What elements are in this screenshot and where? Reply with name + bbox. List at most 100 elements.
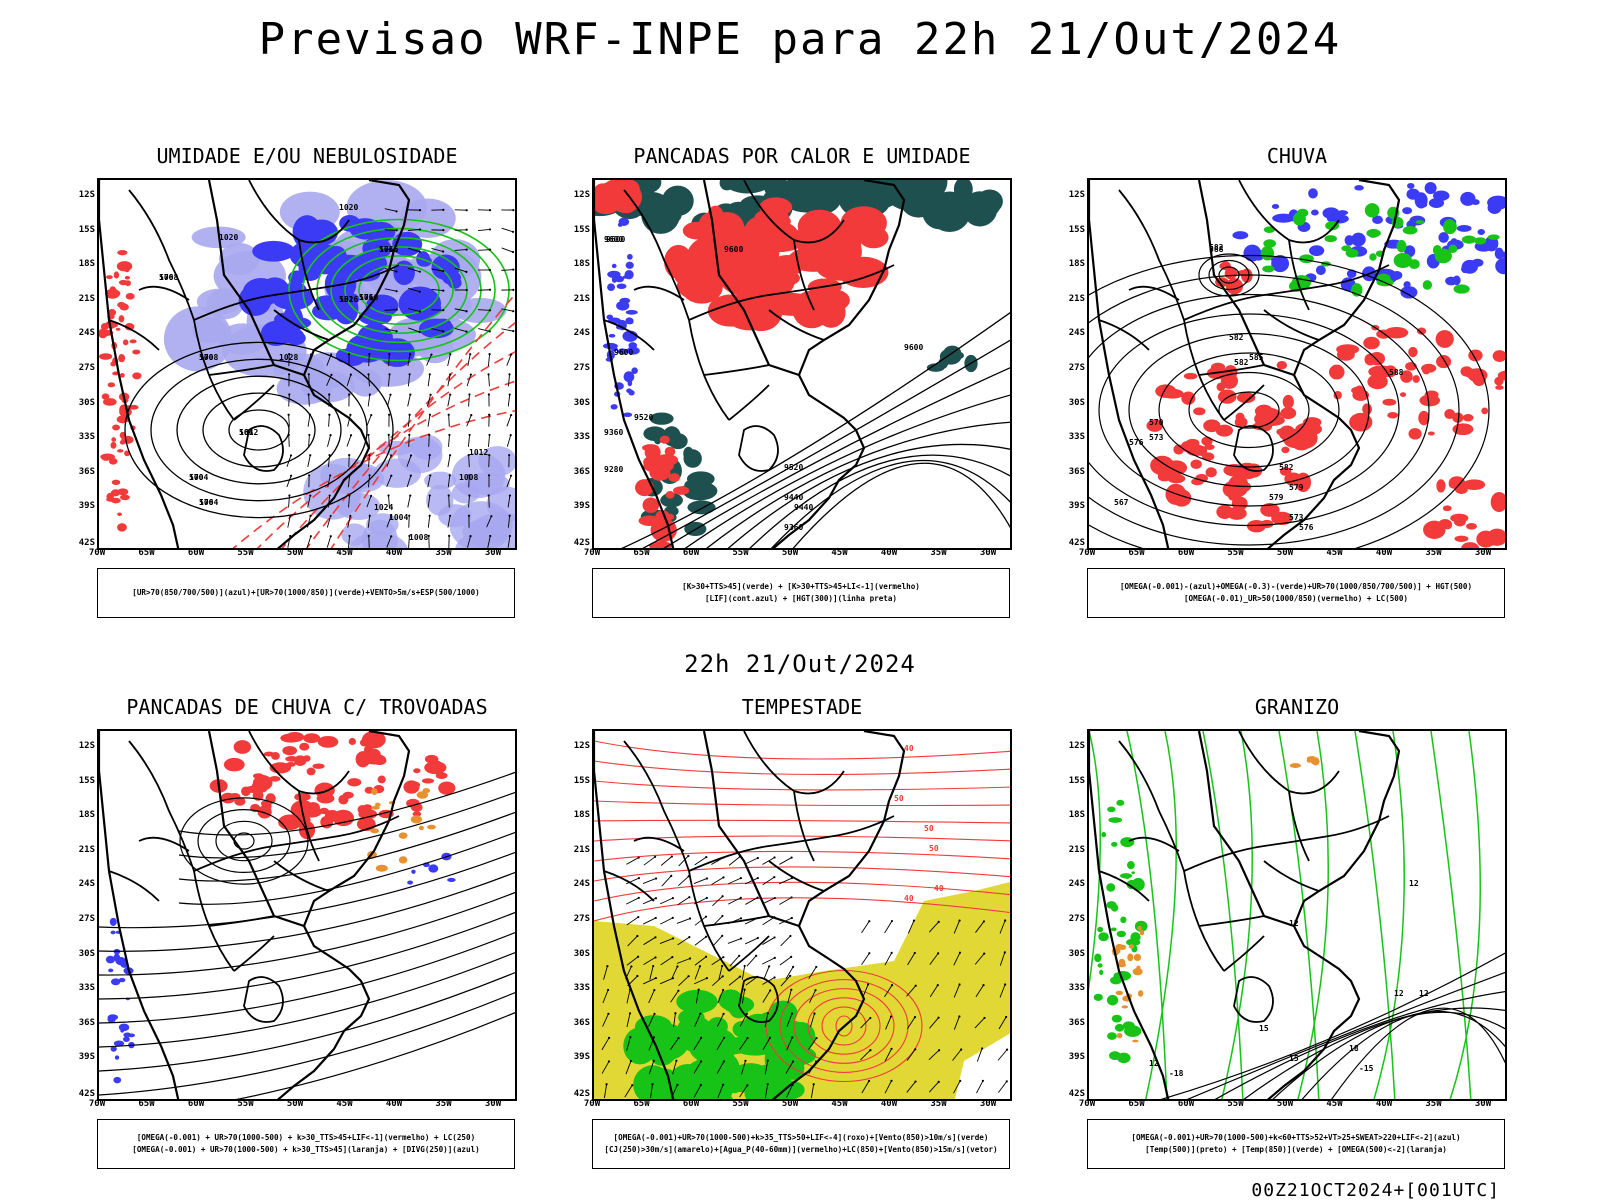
legend-text: [OMEGA(-0.001)+UR>70(1000-500)+k>35_TTS>… (614, 1132, 989, 1144)
thunderstorm-red-area (438, 781, 455, 794)
wind-vector-head (390, 475, 392, 477)
contour-label: 9520 (634, 413, 653, 422)
thickness-red-contour (125, 276, 130, 280)
latitude-tick-label: 27S (1057, 363, 1085, 373)
thunderstorm-red-area (256, 775, 266, 781)
wind-vector-head (419, 271, 421, 273)
water-red-contour (594, 851, 1010, 861)
contour-label: -15 (1359, 1064, 1374, 1073)
wind-vector-head (442, 229, 444, 231)
wind-vector-head (744, 965, 746, 967)
contour-label: 570 (1149, 418, 1164, 427)
wind-vector-head (368, 353, 370, 355)
latitude-tick-label: 12S (67, 741, 95, 751)
wind-vector-head (395, 210, 397, 212)
thunderstorm-red-area (347, 778, 361, 786)
longitude-tick-label: 50W (278, 548, 312, 558)
instability-teal-area (668, 433, 687, 449)
latitude-tick-label: 39S (1057, 501, 1085, 511)
contour-label: 570 (189, 473, 204, 482)
wind-vector-head (774, 957, 776, 959)
wind-vector-head (349, 414, 351, 416)
panel-title-granizo: GRANIZO (1087, 695, 1507, 719)
thunderstorm-red-area (408, 781, 420, 788)
wind-vector-head (288, 414, 290, 416)
latitude-tick-label: 15S (67, 225, 95, 235)
instability-red-area (725, 226, 760, 242)
wind-vector-head (370, 495, 372, 497)
omega-orange-area (1138, 990, 1143, 997)
thickness-red-contour (120, 495, 130, 501)
wind-vector (728, 939, 741, 944)
wind-vector-head (449, 515, 451, 517)
wind-vector-head (983, 953, 985, 955)
omega-blue-area (1495, 258, 1505, 274)
wind-vector (408, 496, 410, 508)
thickness-red-contour (110, 399, 116, 404)
wind-vector (695, 937, 706, 945)
instability-red-area (635, 479, 654, 496)
legend-text: [OMEGA(-0.01)_UR>50(1000/850)(vermelho) … (1184, 593, 1408, 605)
wind-vector-head (488, 393, 490, 395)
wind-vector-head (792, 966, 794, 968)
thickness-red-contour (132, 372, 141, 379)
wind-vector-head (368, 454, 370, 456)
contour-label: 50 (924, 824, 934, 833)
omega-green-area (1416, 220, 1425, 224)
wind-vector (976, 1081, 983, 1093)
wind-vector-head (914, 1048, 916, 1050)
omega-green-area (1488, 234, 1500, 240)
contour-label: 9440 (794, 503, 813, 512)
instability-red-area (645, 445, 661, 460)
wind-vector-head (607, 1013, 609, 1015)
wind-vector-head (790, 956, 792, 958)
wind-vector-head (1004, 919, 1006, 921)
thickness-red-contour (99, 328, 106, 335)
wind-vector-head (689, 957, 691, 959)
wind-vector (428, 374, 430, 386)
wind-vector-head (429, 414, 431, 416)
wind-vector-head (330, 535, 332, 537)
latitude-tick-label: 33S (67, 432, 95, 442)
wind-vector-head (959, 952, 961, 954)
wind-vector-head (488, 414, 490, 416)
panel-title-pancadas-de-chuva-c-trovoadas: PANCADAS DE CHUVA C/ TROVOADAS (97, 695, 517, 719)
longitude-tick-label: 40W (872, 1099, 906, 1109)
rain-red-area (1454, 536, 1468, 542)
contour-label: 40 (934, 884, 944, 893)
rain-red-area (1444, 409, 1455, 419)
wind-vector-head (370, 414, 372, 416)
wind-vector (747, 956, 756, 966)
wind-vector-head (789, 975, 791, 977)
thickness-red-contour (109, 458, 118, 465)
wind-vector-head (510, 414, 512, 416)
contour-label: 567 (1114, 498, 1129, 507)
country-border (739, 426, 778, 471)
contour-label: 9600 (904, 343, 923, 352)
longitude-tick-label: 70W (575, 548, 609, 558)
wind-vector (478, 310, 490, 311)
legend-text: [K>30+TTS>45](verde) + [K>30+TTS>45+LI<-… (682, 581, 920, 593)
map-canvas-umidade-e-ou-nebulosidade: 1016101610161012100810081004100410081012… (99, 180, 515, 548)
thunderstorm-red-area (349, 738, 356, 745)
wind-vector-head (629, 1012, 631, 1014)
latitude-tick-label: 27S (67, 914, 95, 924)
wind-vector (308, 455, 310, 467)
wind-vector-head (368, 535, 370, 537)
wind-vector (408, 395, 411, 407)
wind-vector-head (723, 1037, 725, 1039)
omega-green-area (1377, 274, 1391, 283)
lifted-index-contour (607, 271, 620, 278)
wind-vector-head (468, 515, 470, 517)
wind-vector-head (982, 984, 984, 986)
panel-title-chuva: CHUVA (1087, 144, 1507, 168)
temp-850-contour (1120, 837, 1134, 847)
rain-red-area (1336, 344, 1359, 354)
wind-vector-head (676, 1084, 678, 1086)
wind-vector-head (773, 876, 775, 878)
wind-vector-head (512, 231, 514, 233)
pressure-contour (203, 393, 315, 467)
wind-vector-head (468, 393, 470, 395)
wind-vector-head (410, 474, 412, 476)
latitude-tick-label: 21S (1057, 294, 1085, 304)
